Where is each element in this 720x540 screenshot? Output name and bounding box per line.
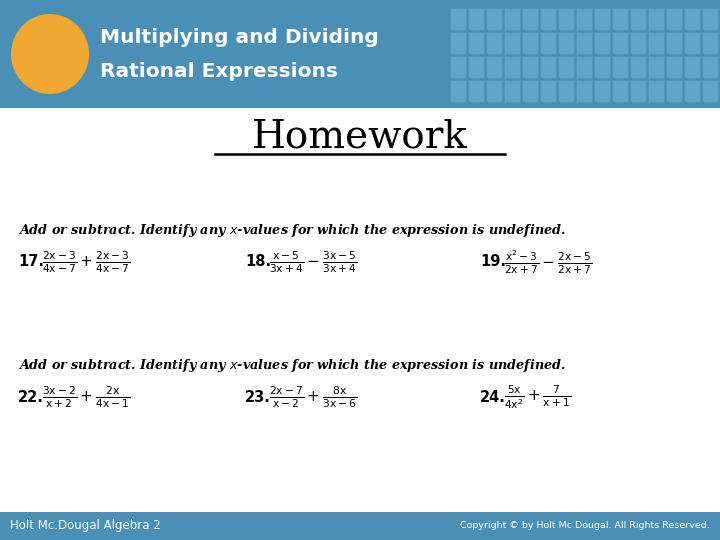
Text: Copyright © by Holt Mc Dougal. All Rights Reserved.: Copyright © by Holt Mc Dougal. All Right… bbox=[460, 522, 710, 530]
FancyBboxPatch shape bbox=[702, 8, 718, 30]
Ellipse shape bbox=[11, 14, 89, 94]
Text: 17.: 17. bbox=[18, 254, 44, 269]
Text: $\mathregular{\frac{5x}{4x^2}+\frac{7}{x+1}}$: $\mathregular{\frac{5x}{4x^2}+\frac{7}{x… bbox=[504, 383, 571, 411]
Text: $\mathregular{\frac{x^2-3}{2x+7}-\frac{2x-5}{2x+7}}$: $\mathregular{\frac{x^2-3}{2x+7}-\frac{2… bbox=[504, 248, 593, 276]
Text: 23.: 23. bbox=[245, 389, 271, 404]
FancyBboxPatch shape bbox=[666, 56, 682, 78]
FancyBboxPatch shape bbox=[630, 8, 646, 30]
FancyBboxPatch shape bbox=[612, 32, 628, 54]
FancyBboxPatch shape bbox=[576, 56, 592, 78]
FancyBboxPatch shape bbox=[702, 32, 718, 54]
FancyBboxPatch shape bbox=[0, 512, 720, 540]
FancyBboxPatch shape bbox=[486, 8, 502, 30]
Text: 19.: 19. bbox=[480, 254, 506, 269]
FancyBboxPatch shape bbox=[648, 80, 664, 102]
FancyBboxPatch shape bbox=[450, 32, 466, 54]
Text: 24.: 24. bbox=[480, 389, 506, 404]
FancyBboxPatch shape bbox=[468, 80, 484, 102]
FancyBboxPatch shape bbox=[522, 8, 538, 30]
FancyBboxPatch shape bbox=[468, 8, 484, 30]
FancyBboxPatch shape bbox=[540, 56, 556, 78]
FancyBboxPatch shape bbox=[702, 80, 718, 102]
Text: $\mathregular{\frac{x-5}{3x+4}-\frac{3x-5}{3x+4}}$: $\mathregular{\frac{x-5}{3x+4}-\frac{3x-… bbox=[269, 249, 358, 275]
Text: 22.: 22. bbox=[18, 389, 44, 404]
FancyBboxPatch shape bbox=[522, 80, 538, 102]
FancyBboxPatch shape bbox=[558, 56, 574, 78]
Text: Add or subtract. Identify any $x$-values for which the expression is undefined.: Add or subtract. Identify any $x$-values… bbox=[18, 357, 566, 374]
FancyBboxPatch shape bbox=[486, 80, 502, 102]
FancyBboxPatch shape bbox=[540, 8, 556, 30]
FancyBboxPatch shape bbox=[558, 80, 574, 102]
Text: Rational Expressions: Rational Expressions bbox=[100, 62, 338, 81]
FancyBboxPatch shape bbox=[576, 32, 592, 54]
FancyBboxPatch shape bbox=[450, 80, 466, 102]
FancyBboxPatch shape bbox=[576, 8, 592, 30]
Text: Homework: Homework bbox=[252, 118, 468, 155]
FancyBboxPatch shape bbox=[522, 32, 538, 54]
FancyBboxPatch shape bbox=[684, 32, 700, 54]
FancyBboxPatch shape bbox=[612, 8, 628, 30]
FancyBboxPatch shape bbox=[0, 0, 720, 108]
Text: Add or subtract. Identify any $x$-values for which the expression is undefined.: Add or subtract. Identify any $x$-values… bbox=[18, 222, 566, 239]
FancyBboxPatch shape bbox=[594, 80, 610, 102]
FancyBboxPatch shape bbox=[666, 8, 682, 30]
FancyBboxPatch shape bbox=[666, 32, 682, 54]
FancyBboxPatch shape bbox=[612, 80, 628, 102]
FancyBboxPatch shape bbox=[540, 80, 556, 102]
FancyBboxPatch shape bbox=[630, 32, 646, 54]
FancyBboxPatch shape bbox=[450, 56, 466, 78]
FancyBboxPatch shape bbox=[648, 32, 664, 54]
FancyBboxPatch shape bbox=[612, 56, 628, 78]
FancyBboxPatch shape bbox=[594, 32, 610, 54]
FancyBboxPatch shape bbox=[486, 56, 502, 78]
Text: $\mathregular{\frac{2x-3}{4x-7}+\frac{2x-3}{4x-7}}$: $\mathregular{\frac{2x-3}{4x-7}+\frac{2x… bbox=[42, 249, 130, 275]
FancyBboxPatch shape bbox=[486, 32, 502, 54]
FancyBboxPatch shape bbox=[630, 80, 646, 102]
FancyBboxPatch shape bbox=[666, 80, 682, 102]
FancyBboxPatch shape bbox=[504, 32, 520, 54]
FancyBboxPatch shape bbox=[594, 8, 610, 30]
FancyBboxPatch shape bbox=[648, 8, 664, 30]
Text: Holt Mc.Dougal Algebra 2: Holt Mc.Dougal Algebra 2 bbox=[10, 519, 161, 532]
FancyBboxPatch shape bbox=[576, 80, 592, 102]
FancyBboxPatch shape bbox=[684, 8, 700, 30]
FancyBboxPatch shape bbox=[522, 56, 538, 78]
FancyBboxPatch shape bbox=[558, 32, 574, 54]
FancyBboxPatch shape bbox=[630, 56, 646, 78]
FancyBboxPatch shape bbox=[540, 32, 556, 54]
FancyBboxPatch shape bbox=[702, 56, 718, 78]
FancyBboxPatch shape bbox=[450, 8, 466, 30]
FancyBboxPatch shape bbox=[504, 8, 520, 30]
Text: Multiplying and Dividing: Multiplying and Dividing bbox=[100, 28, 379, 47]
FancyBboxPatch shape bbox=[648, 56, 664, 78]
FancyBboxPatch shape bbox=[504, 80, 520, 102]
FancyBboxPatch shape bbox=[684, 80, 700, 102]
FancyBboxPatch shape bbox=[558, 8, 574, 30]
Text: $\mathregular{\frac{2x-7}{x-2}+\frac{8x}{3x-6}}$: $\mathregular{\frac{2x-7}{x-2}+\frac{8x}… bbox=[269, 384, 358, 410]
FancyBboxPatch shape bbox=[684, 56, 700, 78]
Text: $\mathregular{\frac{3x-2}{x+2}+\frac{2x}{4x-1}}$: $\mathregular{\frac{3x-2}{x+2}+\frac{2x}… bbox=[42, 384, 130, 410]
FancyBboxPatch shape bbox=[594, 56, 610, 78]
FancyBboxPatch shape bbox=[468, 56, 484, 78]
FancyBboxPatch shape bbox=[468, 32, 484, 54]
FancyBboxPatch shape bbox=[504, 56, 520, 78]
Text: 18.: 18. bbox=[245, 254, 271, 269]
